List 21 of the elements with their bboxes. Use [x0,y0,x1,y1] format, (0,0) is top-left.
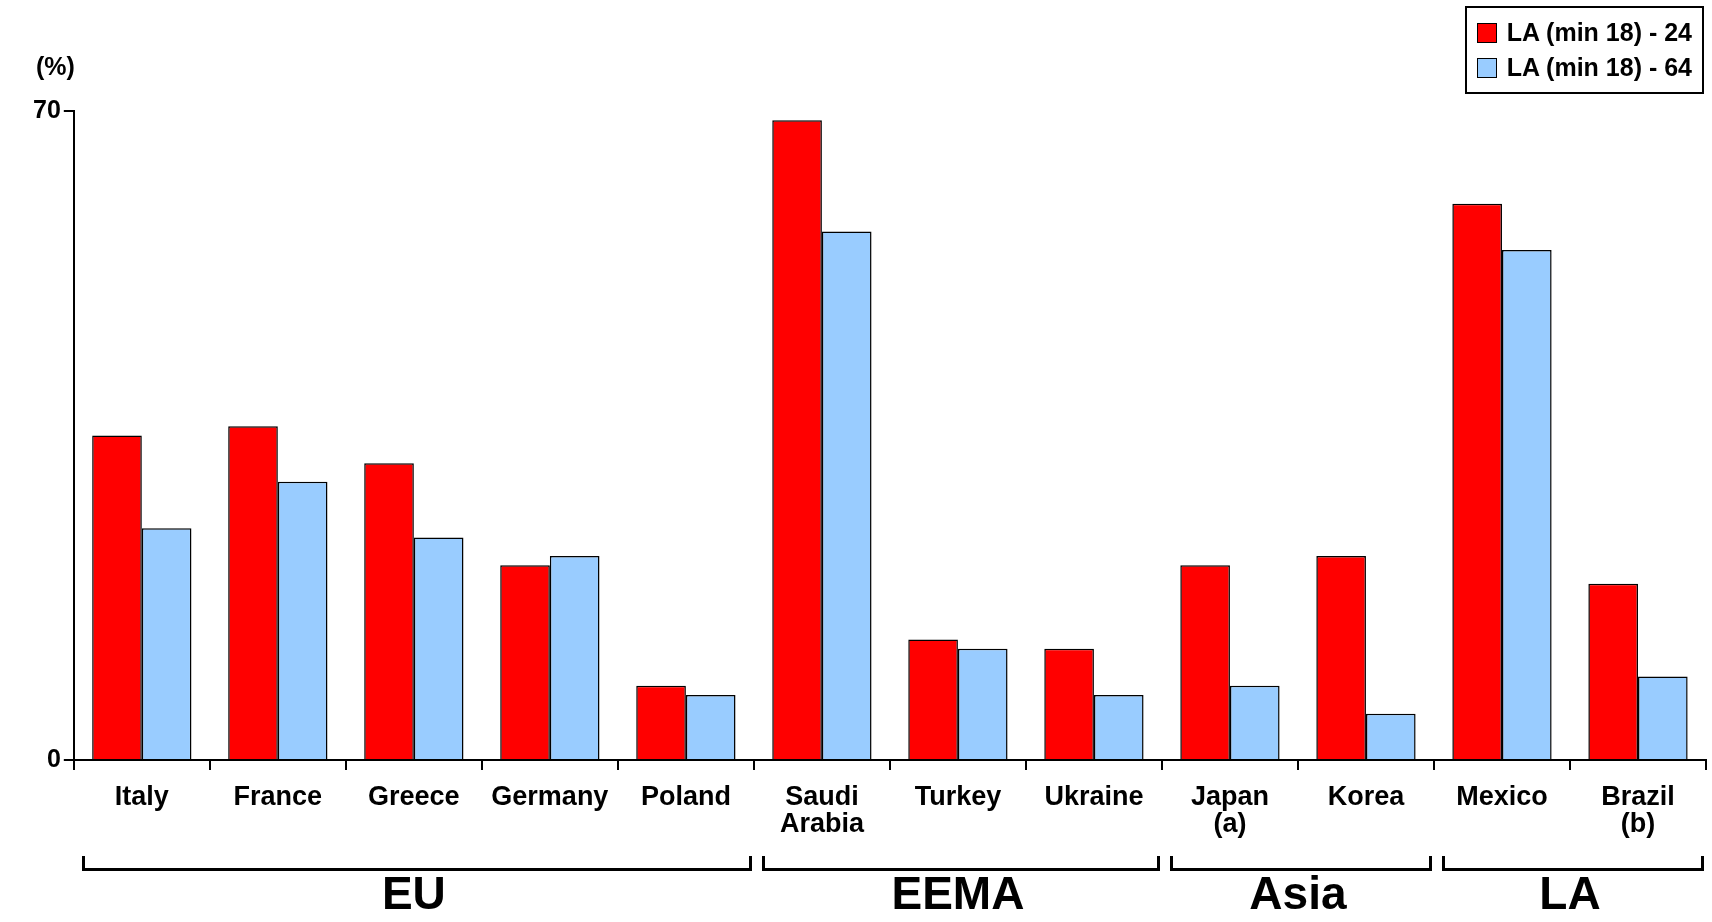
x-tick-label: Mexico [1456,780,1548,811]
y-axis-title: (%) [36,52,75,81]
x-tick-label: Japan (a) [1190,780,1269,838]
x-tick-label: Ukraine [1044,780,1144,811]
x-tick-label: Greece [368,780,460,811]
legend-label: LA (min 18) - 24 [1506,18,1692,47]
x-tick-label: Korea [1327,780,1406,811]
x-tick-label: Turkey [914,780,1002,811]
y-tick-label: 0 [46,743,61,772]
x-tick-label: Italy [114,780,169,811]
text: EU [381,866,446,920]
text: Asia [1249,866,1347,920]
text: LA [1539,866,1601,920]
y-tick-label: 70 [33,94,61,123]
x-tick-label: Poland [640,780,731,811]
x-tick-label: France [233,780,323,811]
x-tick-label: Germany [491,780,609,811]
text: EEMA [891,866,1025,920]
x-tick-label: Saudi Arabia [779,780,865,838]
legend-label: LA (min 18) - 64 [1506,53,1692,82]
x-tick-label: Brazil (b) [1601,780,1675,838]
